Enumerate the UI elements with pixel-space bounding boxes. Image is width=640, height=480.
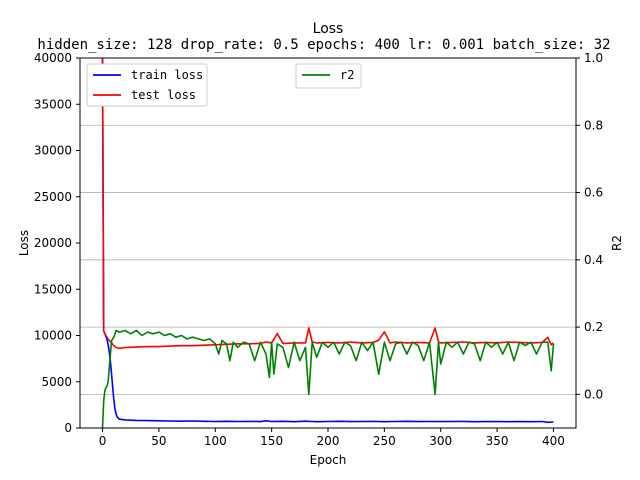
plot-area [101, 58, 555, 428]
y-right-tick-label-5: 1.0 [584, 51, 603, 65]
legend-right-frame [295, 63, 362, 89]
legend-label-test-loss: test loss [131, 88, 196, 102]
x-tick-label-3: 150 [260, 434, 283, 448]
x-tick-label-1: 50 [151, 434, 166, 448]
x-tick-label-8: 400 [542, 434, 565, 448]
title-group: Loss hidden_size: 128 drop_rate: 0.5 epo… [37, 21, 610, 53]
plot-frame [79, 57, 577, 429]
chart-subtitle: hidden_size: 128 drop_rate: 0.5 epochs: … [37, 37, 610, 53]
x-tick-label-6: 300 [429, 434, 452, 448]
y-right-tick-label-1: 0.2 [584, 320, 603, 334]
y-left-tick-label-7: 35000 [34, 97, 72, 111]
y-left-tick-label-3: 15000 [34, 282, 72, 296]
legend-label-r2: r2 [340, 68, 354, 82]
y-right-tick-label-2: 0.4 [584, 253, 603, 267]
y-axis-right-label: R2 [610, 235, 624, 251]
y-axis-right: 0.0 0.2 0.4 0.6 0.8 1.0 [576, 51, 603, 401]
x-tick-label-7: 350 [486, 434, 509, 448]
series-line-train-loss [101, 58, 554, 424]
y-left-tick-label-8: 40000 [34, 51, 72, 65]
legend-label-train-loss: train loss [131, 68, 203, 82]
y-right-tick-label-3: 0.6 [584, 186, 603, 200]
series-group [101, 58, 555, 428]
x-axis-label: Epoch [310, 453, 347, 467]
x-tick-label-4: 200 [317, 434, 340, 448]
x-tick-label-0: 0 [99, 434, 107, 448]
x-axis: 0 50 100 150 200 250 300 350 400 [99, 428, 565, 448]
chart-title: Loss [313, 21, 344, 37]
y-left-tick-label-1: 5000 [41, 375, 72, 389]
y-right-tick-label-0: 0.0 [584, 387, 603, 401]
legend-right: r2 [295, 63, 362, 89]
y-left-tick-label-6: 30000 [34, 144, 72, 158]
grid [80, 57, 576, 395]
y-left-tick-label-0: 0 [64, 421, 72, 435]
y-right-tick-label-4: 0.8 [584, 118, 603, 132]
y-left-tick-label-4: 20000 [34, 236, 72, 250]
y-axis-left: 0 5000 10000 15000 20000 25000 30000 35000 40000 [34, 51, 80, 435]
legend-left: train loss test loss [86, 63, 208, 107]
y-axis-left-label: Loss [17, 230, 31, 256]
y-left-tick-label-5: 25000 [34, 190, 72, 204]
x-tick-label-2: 100 [204, 434, 227, 448]
x-tick-label-5: 250 [373, 434, 396, 448]
series-line-r2 [101, 329, 555, 428]
y-left-tick-label-2: 10000 [34, 329, 72, 343]
